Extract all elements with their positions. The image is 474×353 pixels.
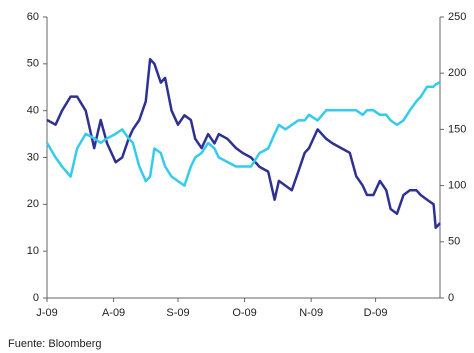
x-tick-label: D-09 [364, 307, 388, 319]
x-tick-label: N-09 [299, 307, 323, 319]
y-tick-label: 60 [27, 11, 39, 23]
y-tick-label: 40 [27, 105, 39, 117]
series-line [45, 81, 441, 187]
y2-tick-label: 50 [448, 236, 460, 248]
y2-tick-label: 0 [448, 292, 454, 304]
y-tick-label: 30 [27, 151, 39, 163]
x-tick-label: S-09 [166, 307, 189, 319]
y-tick-label: 0 [33, 292, 39, 304]
series-line [46, 57, 441, 230]
x-tick-label: A-09 [102, 307, 125, 319]
y2-tick-label: 250 [448, 11, 466, 23]
y2-tick-label: 100 [448, 180, 466, 192]
y2-tick-label: 200 [448, 67, 466, 79]
y-tick-label: 10 [27, 245, 39, 257]
source-note: Fuente: Bloomberg [8, 338, 102, 350]
y2-tick-label: 150 [448, 123, 466, 135]
x-tick-label: J-09 [36, 307, 57, 319]
x-tick-label: O-09 [232, 307, 256, 319]
y-tick-label: 50 [27, 58, 39, 70]
y-tick-label: 20 [27, 198, 39, 210]
